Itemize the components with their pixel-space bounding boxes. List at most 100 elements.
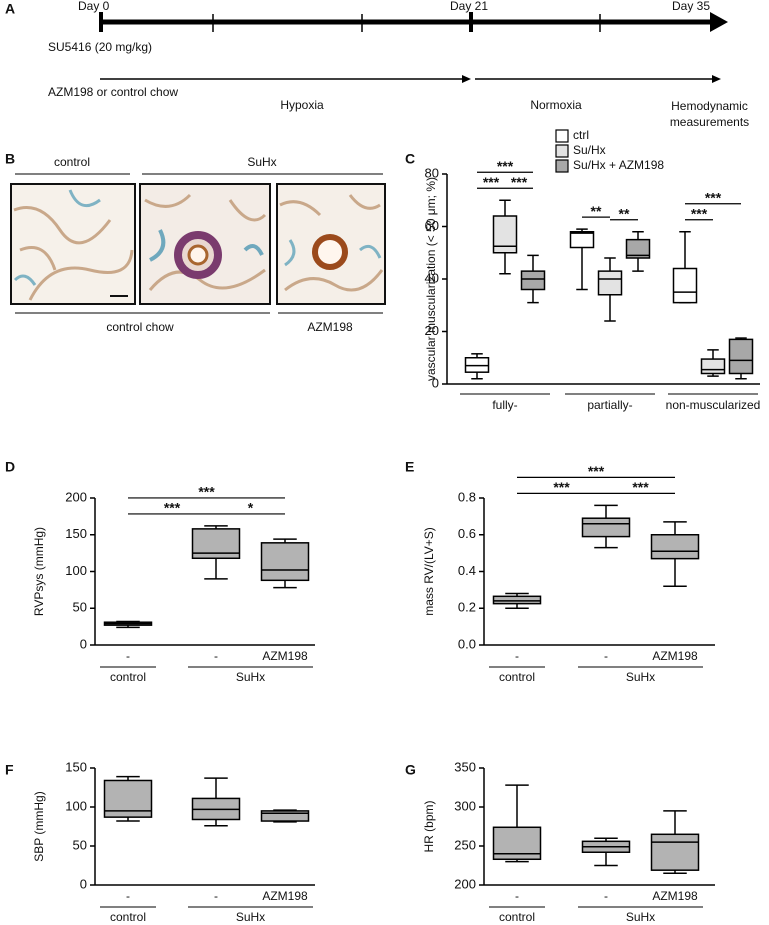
y-tick-label: 100 xyxy=(65,798,87,813)
y-tick-label: 250 xyxy=(454,837,476,852)
x-tick-label: - xyxy=(604,649,608,663)
significance-label: *** xyxy=(497,158,514,174)
phase-arrowhead xyxy=(712,75,721,83)
y-tick-label: 0 xyxy=(80,876,87,891)
panel-label: D xyxy=(5,459,15,475)
y-tick-label: 0.8 xyxy=(458,489,476,504)
x-tick-label: partially- xyxy=(587,398,632,412)
group-label: SuHx xyxy=(626,670,655,684)
y-tick-label: 200 xyxy=(65,489,87,504)
panel-label: E xyxy=(405,459,414,475)
group-label: control xyxy=(499,910,535,924)
group-label: control xyxy=(54,155,90,169)
y-tick-label: 50 xyxy=(73,600,87,615)
group-label: AZM198 xyxy=(307,320,353,334)
x-tick-label: - xyxy=(515,889,519,903)
group-label: control xyxy=(499,670,535,684)
significance-label: *** xyxy=(691,205,708,221)
significance-label: ** xyxy=(591,203,602,219)
x-tick-label: fully- xyxy=(492,398,517,412)
panel-label: G xyxy=(405,762,416,778)
y-tick-label: 0.4 xyxy=(458,563,476,578)
y-axis-label: mass RV/(LV+S) xyxy=(422,527,436,616)
day-label: Day 0 xyxy=(78,0,110,13)
legend-label: Su/Hx xyxy=(573,143,606,157)
phase-label: Hypoxia xyxy=(280,98,324,112)
panel-label: F xyxy=(5,762,14,778)
x-tick-label: - xyxy=(515,649,519,663)
diet-label: AZM198 or control chow xyxy=(48,85,178,99)
day-label: Day 35 xyxy=(672,0,710,13)
legend-swatch xyxy=(555,144,569,158)
treatment-label: SU5416 (20 mg/kg) xyxy=(48,40,152,54)
box xyxy=(625,238,651,259)
box xyxy=(492,595,542,605)
box xyxy=(492,215,518,254)
y-tick-label: 150 xyxy=(65,759,87,774)
significance-label: *** xyxy=(588,463,605,479)
x-tick-label: - xyxy=(214,889,218,903)
y-tick-label: 0.0 xyxy=(458,636,476,651)
box xyxy=(260,542,310,582)
group-label: SuHx xyxy=(236,910,265,924)
y-tick-label: 100 xyxy=(65,563,87,578)
group-label: control xyxy=(110,670,146,684)
micrograph xyxy=(276,183,386,305)
box xyxy=(672,267,698,304)
y-tick-label: 50 xyxy=(73,837,87,852)
y-tick-label: 350 xyxy=(454,759,476,774)
box xyxy=(728,338,754,375)
y-tick-label: 80 xyxy=(425,165,439,180)
y-tick-label: 20 xyxy=(425,323,439,338)
y-tick-label: 0 xyxy=(432,375,439,390)
legend-label: Su/Hx + AZM198 xyxy=(573,158,664,172)
box xyxy=(569,231,595,249)
panel-label: A xyxy=(5,1,15,17)
x-tick-label: AZM198 xyxy=(652,889,698,903)
x-tick-label: - xyxy=(604,889,608,903)
y-tick-label: 300 xyxy=(454,798,476,813)
y-tick-label: 0.2 xyxy=(458,600,476,615)
x-tick-label: AZM198 xyxy=(262,649,308,663)
box xyxy=(700,358,726,375)
y-axis-label: SBP (mmHg) xyxy=(32,791,46,861)
significance-label: *** xyxy=(483,174,500,190)
micrograph xyxy=(10,183,136,305)
y-axis-label: HR (bpm) xyxy=(422,800,436,852)
x-tick-label: AZM198 xyxy=(652,649,698,663)
micrograph xyxy=(139,183,271,305)
significance-label: * xyxy=(248,500,254,516)
legend-label: ctrl xyxy=(573,128,589,142)
group-label: SuHx xyxy=(236,670,265,684)
y-tick-label: 150 xyxy=(65,526,87,541)
y-axis-label: vascular muscularization (< 50 μm; %) xyxy=(424,177,438,381)
panel-label: B xyxy=(5,151,15,167)
phase-arrowhead xyxy=(462,75,471,83)
box xyxy=(650,534,700,560)
x-tick-label: - xyxy=(214,649,218,663)
significance-label: *** xyxy=(164,500,181,516)
significance-label: *** xyxy=(553,479,570,495)
box xyxy=(581,517,631,538)
significance-label: *** xyxy=(705,189,722,205)
y-tick-label: 0.6 xyxy=(458,526,476,541)
y-tick-label: 60 xyxy=(425,218,439,233)
box xyxy=(597,270,623,296)
legend-swatch xyxy=(555,129,569,143)
timeline-arrow xyxy=(710,12,728,32)
significance-label: *** xyxy=(511,174,528,190)
box xyxy=(650,833,700,871)
group-label: control xyxy=(110,910,146,924)
significance-label: ** xyxy=(619,205,630,221)
y-tick-label: 200 xyxy=(454,876,476,891)
box xyxy=(520,270,546,291)
group-label: SuHx xyxy=(247,155,276,169)
x-tick-label: non-muscularized xyxy=(666,398,761,412)
y-tick-label: 0 xyxy=(80,636,87,651)
x-tick-label: - xyxy=(126,649,130,663)
endpoint-label: Hemodynamic measurements xyxy=(669,99,750,129)
group-label: control chow xyxy=(106,320,174,334)
significance-label: *** xyxy=(632,479,649,495)
